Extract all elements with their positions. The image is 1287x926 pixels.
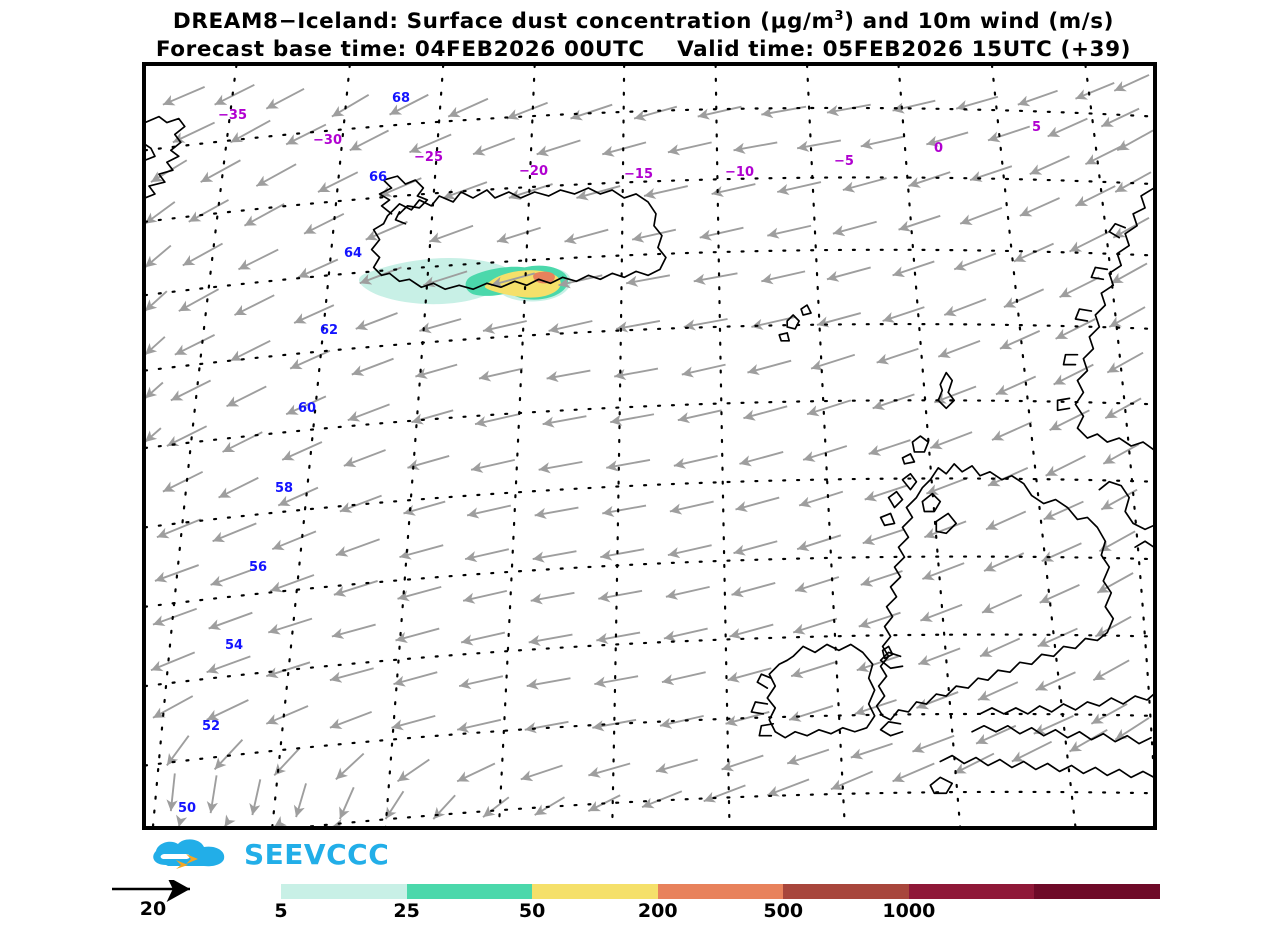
seevccc-logo[interactable]: SEEVCCC (146, 834, 389, 876)
colorbar-tick: 5 (274, 900, 288, 922)
colorbar-tick-labels: 5 25 50 200 500 1000 (274, 900, 1160, 926)
coastlines (145, 115, 1154, 795)
colorbar-tick: 200 (637, 900, 678, 922)
wind-field (145, 74, 1154, 827)
wind-scale-label: 20 (139, 898, 167, 920)
colorbar-tick: 50 (518, 900, 546, 922)
title-line-1: DREAM8−Iceland: Surface dust concentrati… (172, 8, 1115, 34)
colorbar-band-5 (908, 884, 1035, 899)
plume-level-core (533, 271, 555, 284)
coast-orkney (911, 435, 930, 453)
map-canvas[interactable] (145, 65, 1154, 827)
coast-greenland (145, 115, 186, 199)
coast-norway (1074, 187, 1154, 451)
coast-denmark (1098, 480, 1154, 531)
colorbar-band-0 (281, 884, 407, 899)
wind-scale-arrow-icon (112, 876, 190, 902)
wind-scale: 20 (108, 876, 218, 924)
colorbar-band-6 (1034, 884, 1161, 899)
colorbar-tick: 500 (763, 900, 804, 922)
colorbar-tick: 25 (393, 900, 420, 922)
logo-text: SEEVCCC (244, 838, 390, 871)
chart-title-block: DREAM8−Iceland: Surface dust concentrati… (0, 8, 1287, 63)
coast-nw-europe (979, 693, 1154, 715)
colorbar-band-3 (657, 884, 784, 899)
title-line-2: Forecast base time: 04FEB2026 00UTC Vali… (155, 36, 1132, 62)
colorbar (281, 884, 1161, 899)
cloud-logo-icon (153, 839, 225, 869)
colorbar-band-1 (406, 884, 533, 899)
coast-iceland (370, 187, 667, 291)
coast-ireland (766, 643, 876, 739)
colorbar-band-4 (783, 884, 909, 899)
colorbar-tick: 1000 (882, 900, 936, 922)
coast-great-britain (875, 463, 1115, 721)
colorbar-band-2 (532, 884, 658, 899)
coast-faroe (786, 314, 800, 330)
coast-shetland (937, 371, 956, 410)
map-frame[interactable]: 68 66 64 62 60 58 56 54 52 50 −35 −30 −2… (142, 62, 1157, 830)
